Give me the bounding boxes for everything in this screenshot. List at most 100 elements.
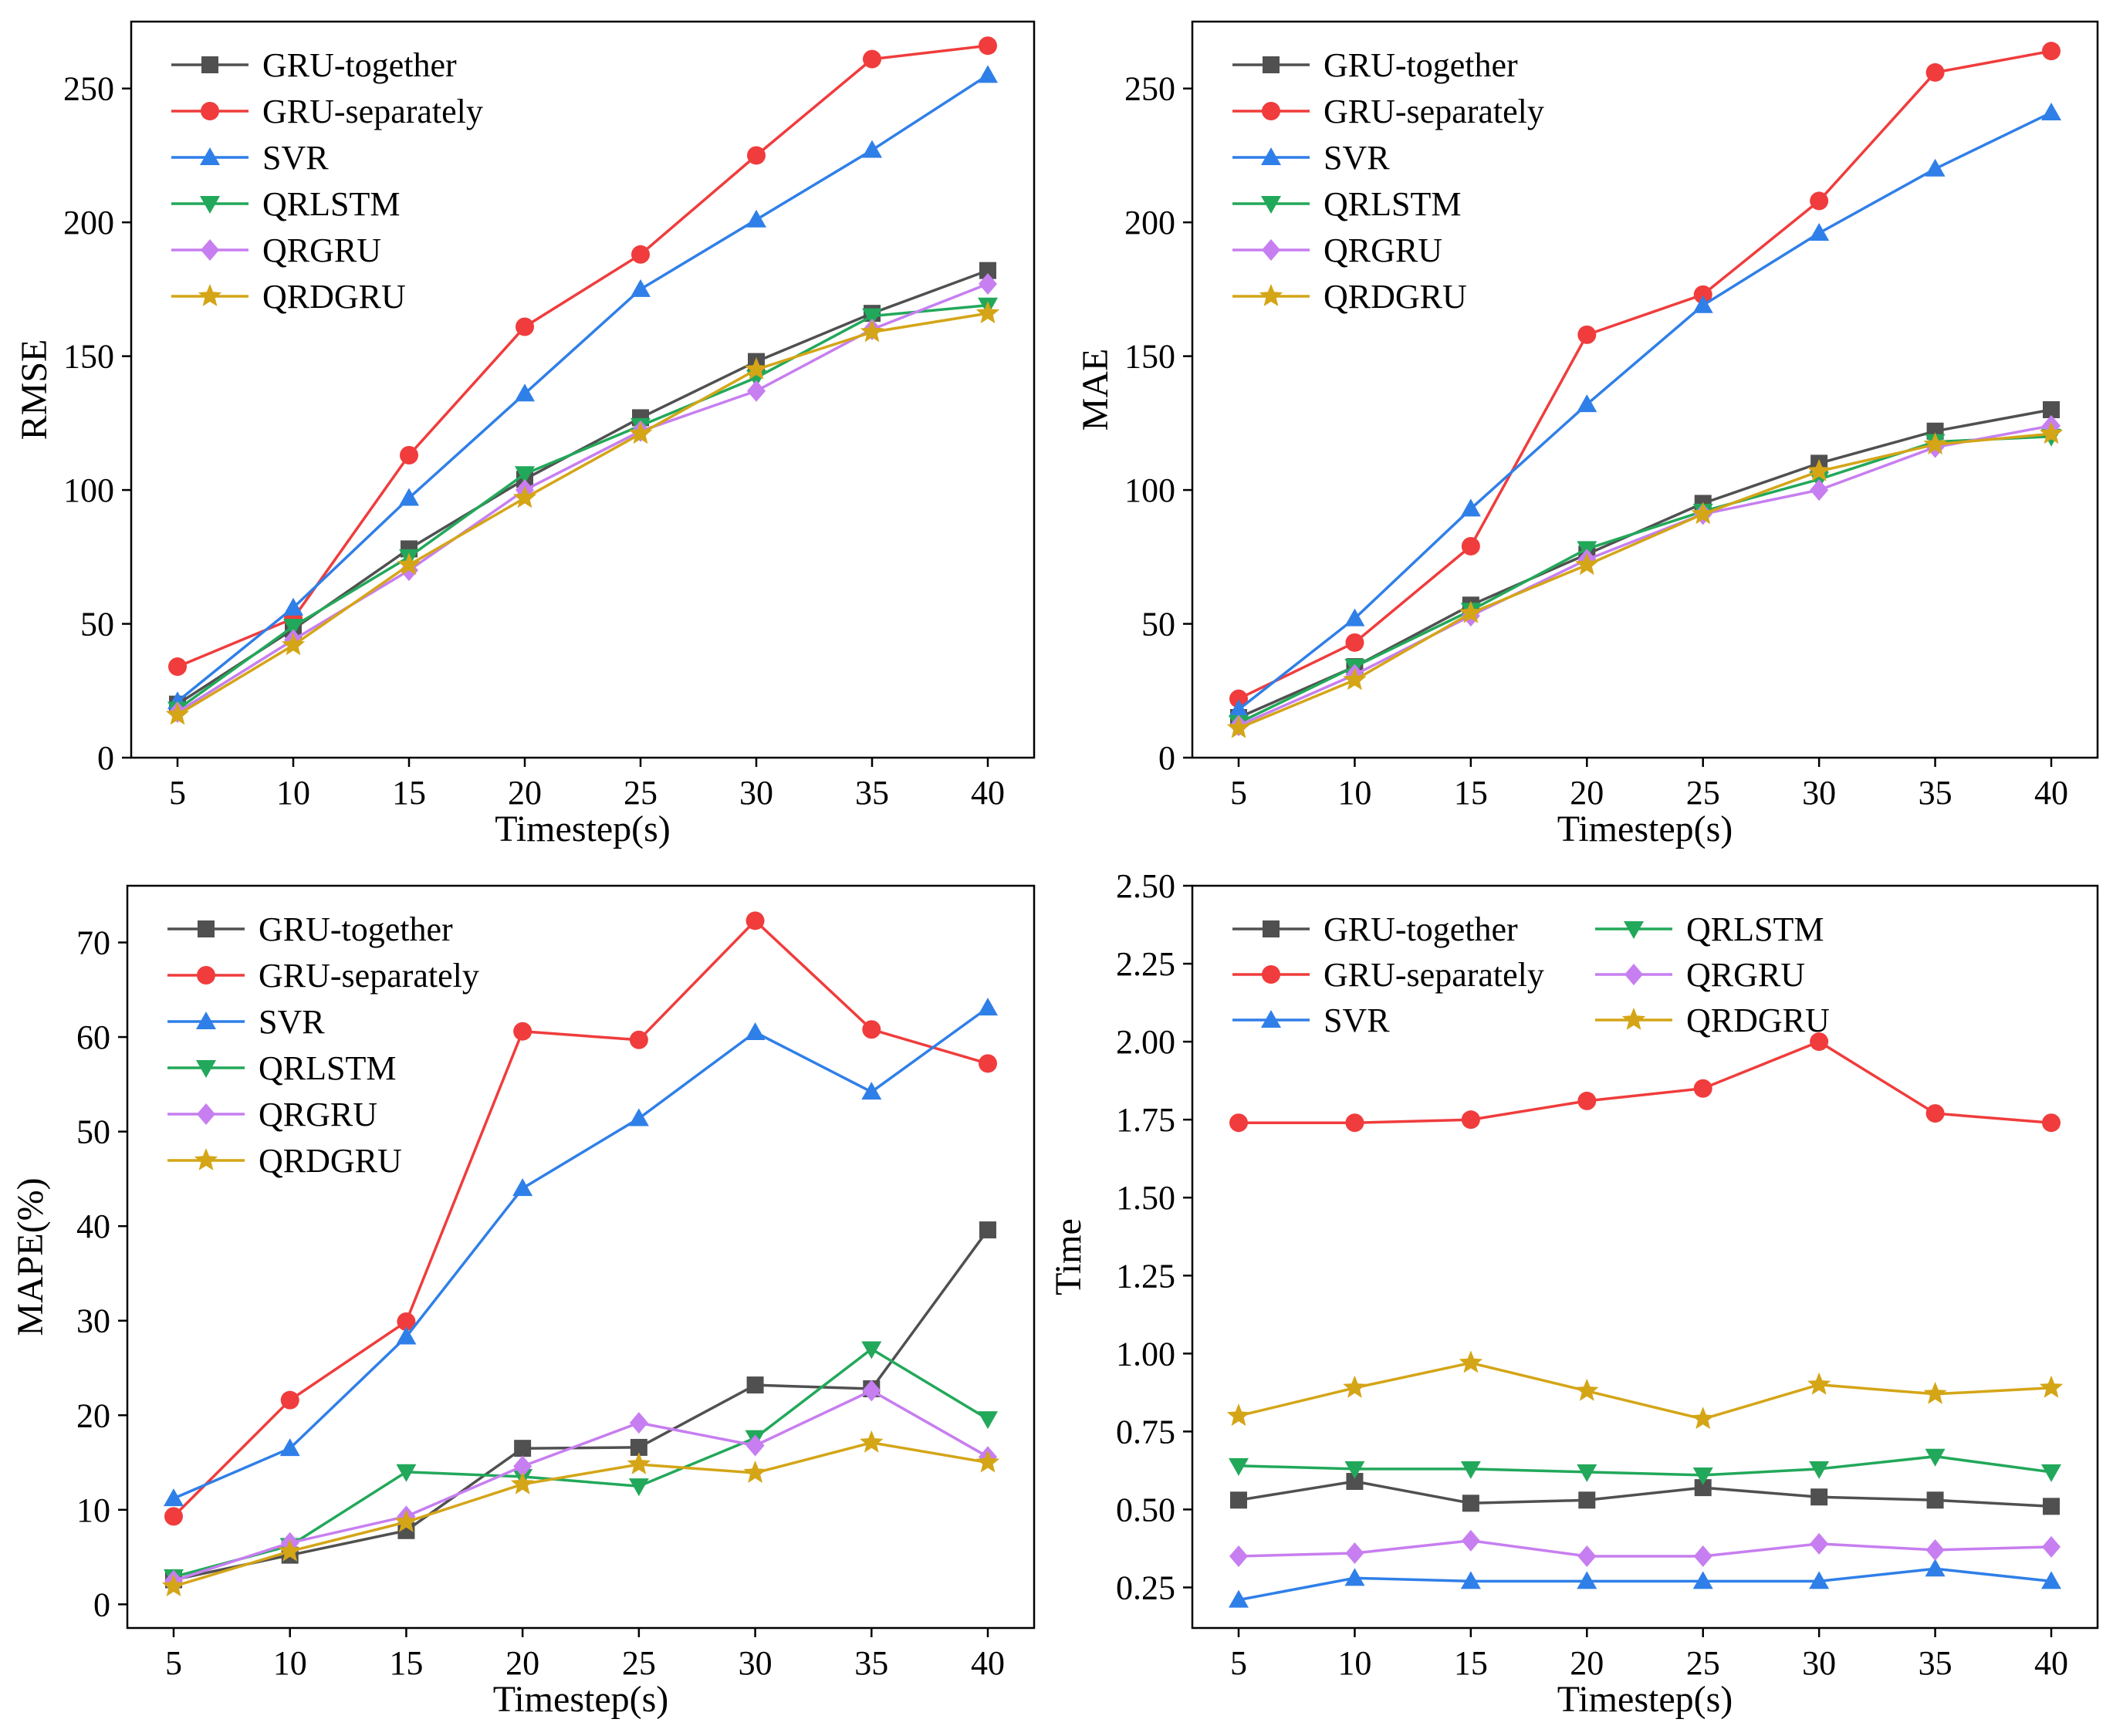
x-tick-label: 15: [389, 1644, 423, 1682]
data-point: [512, 485, 537, 508]
x-tick-label: 20: [508, 774, 542, 812]
y-tick-label: 150: [1124, 338, 1175, 376]
y-axis-title: RMSE: [14, 339, 55, 441]
legend-item-gru-together: GRU-together: [171, 46, 457, 84]
x-tick-label: 5: [1230, 1644, 1247, 1682]
y-tick-label: 0.25: [1116, 1569, 1175, 1606]
legend-label: GRU-separately: [1324, 956, 1544, 994]
legend-item-gru-separately: GRU-separately: [1232, 956, 1544, 994]
data-point: [1925, 1559, 1946, 1577]
legend-label: QRDGRU: [1686, 1001, 1830, 1039]
data-point: [743, 1461, 767, 1483]
data-point: [1575, 552, 1599, 576]
legend-item-gru-separately: GRU-separately: [167, 957, 479, 995]
plot-frame: [1191, 20, 2099, 759]
data-point: [1345, 633, 1364, 652]
data-point: [1226, 1403, 1251, 1427]
series-qrdgru: [1226, 1350, 2064, 1430]
series-line-gru-separately: [172, 918, 989, 1518]
data-point: [283, 597, 303, 616]
data-point: [628, 421, 653, 444]
legend-marker: [198, 284, 222, 306]
series-qrlstm: [167, 297, 998, 720]
x-tick-label: 20: [1570, 774, 1604, 812]
y-tick-label: 20: [76, 1397, 110, 1434]
data-point: [1344, 1461, 1365, 1479]
data-point: [1343, 1375, 1367, 1398]
legend-label: QRGRU: [262, 231, 381, 269]
data-point: [1691, 1407, 1715, 1430]
data-point: [165, 702, 190, 725]
series-gru-separately: [168, 36, 997, 677]
data-point: [1923, 432, 1947, 455]
data-point: [629, 1030, 648, 1049]
data-point: [1577, 1464, 1597, 1482]
data-point: [1925, 62, 1945, 82]
legend-label: QRLSTM: [259, 1049, 396, 1087]
x-tick-label: 15: [392, 774, 426, 812]
x-tick-label: 20: [505, 1644, 539, 1682]
legend-item-qrlstm: QRLSTM: [171, 185, 400, 223]
data-point: [397, 552, 421, 576]
legend-item-gru-together: GRU-together: [1232, 910, 1518, 948]
data-point: [394, 1509, 418, 1532]
y-tick-label: 0.50: [1116, 1491, 1175, 1528]
data-point: [1343, 667, 1367, 691]
x-axis-title: Timestep(s): [495, 809, 671, 849]
x-tick-label: 10: [276, 774, 310, 812]
data-point: [396, 1326, 417, 1345]
legend-label: GRU-separately: [262, 93, 483, 130]
x-tick-label: 5: [1230, 774, 1247, 812]
legend-item-svr: SVR: [167, 1003, 325, 1041]
legend-item-gru-separately: GRU-separately: [1232, 93, 1544, 130]
x-axis-title: Timestep(s): [493, 1679, 669, 1720]
legend-item-qrdgru: QRDGRU: [1595, 1001, 1830, 1039]
data-point: [1810, 479, 1829, 502]
data-point: [164, 1488, 184, 1507]
series-line-qrgru: [1238, 424, 2052, 728]
series-line-qrlstm: [173, 1347, 989, 1579]
series-gru-separately: [164, 911, 997, 1526]
series-qrdgru: [1226, 421, 2064, 738]
x-tick-label: 15: [1454, 774, 1488, 812]
x-tick-label: 25: [622, 1644, 656, 1682]
data-point: [979, 1221, 996, 1239]
data-point: [862, 308, 882, 326]
y-tick-label: 150: [63, 338, 114, 376]
data-point: [1807, 458, 1831, 481]
data-point: [628, 1108, 649, 1126]
x-tick-label: 40: [2034, 1644, 2068, 1682]
x-tick-label: 10: [273, 1644, 307, 1682]
series-line-qrgru: [173, 1389, 989, 1582]
legend-label: QRGRU: [1686, 956, 1805, 994]
data-point: [1346, 1473, 1364, 1491]
y-tick-label: 0: [97, 739, 114, 777]
legend: GRU-together GRU-separately SVR QRLSTM QRGRU…: [1232, 46, 1544, 316]
data-point: [979, 272, 997, 295]
legend-label: QRDGRU: [259, 1142, 402, 1180]
data-point: [396, 1464, 417, 1482]
data-point: [631, 245, 650, 264]
series-line-qrdgru: [1238, 432, 2052, 730]
data-point: [860, 319, 884, 343]
legend-item-svr: SVR: [171, 139, 329, 177]
y-tick-label: 50: [1141, 606, 1175, 643]
x-tick-label: 30: [1802, 774, 1836, 812]
y-tick-label: 0.75: [1116, 1413, 1175, 1451]
data-point: [629, 1412, 648, 1434]
data-point: [747, 146, 766, 165]
x-tick-label: 40: [2034, 774, 2068, 812]
data-point: [747, 380, 766, 402]
data-point: [1229, 689, 1248, 708]
y-tick-label: 70: [76, 924, 110, 962]
legend-label: QRLSTM: [1686, 910, 1824, 948]
data-point: [1810, 1488, 1828, 1506]
data-point: [1459, 1350, 1483, 1373]
x-axis-title: Timestep(s): [1557, 809, 1733, 849]
legend-label: GRU-separately: [259, 957, 479, 995]
data-point: [631, 279, 651, 297]
legend-marker: [200, 147, 220, 165]
x-tick-label: 35: [1919, 774, 1952, 812]
legend-marker: [194, 1148, 218, 1170]
